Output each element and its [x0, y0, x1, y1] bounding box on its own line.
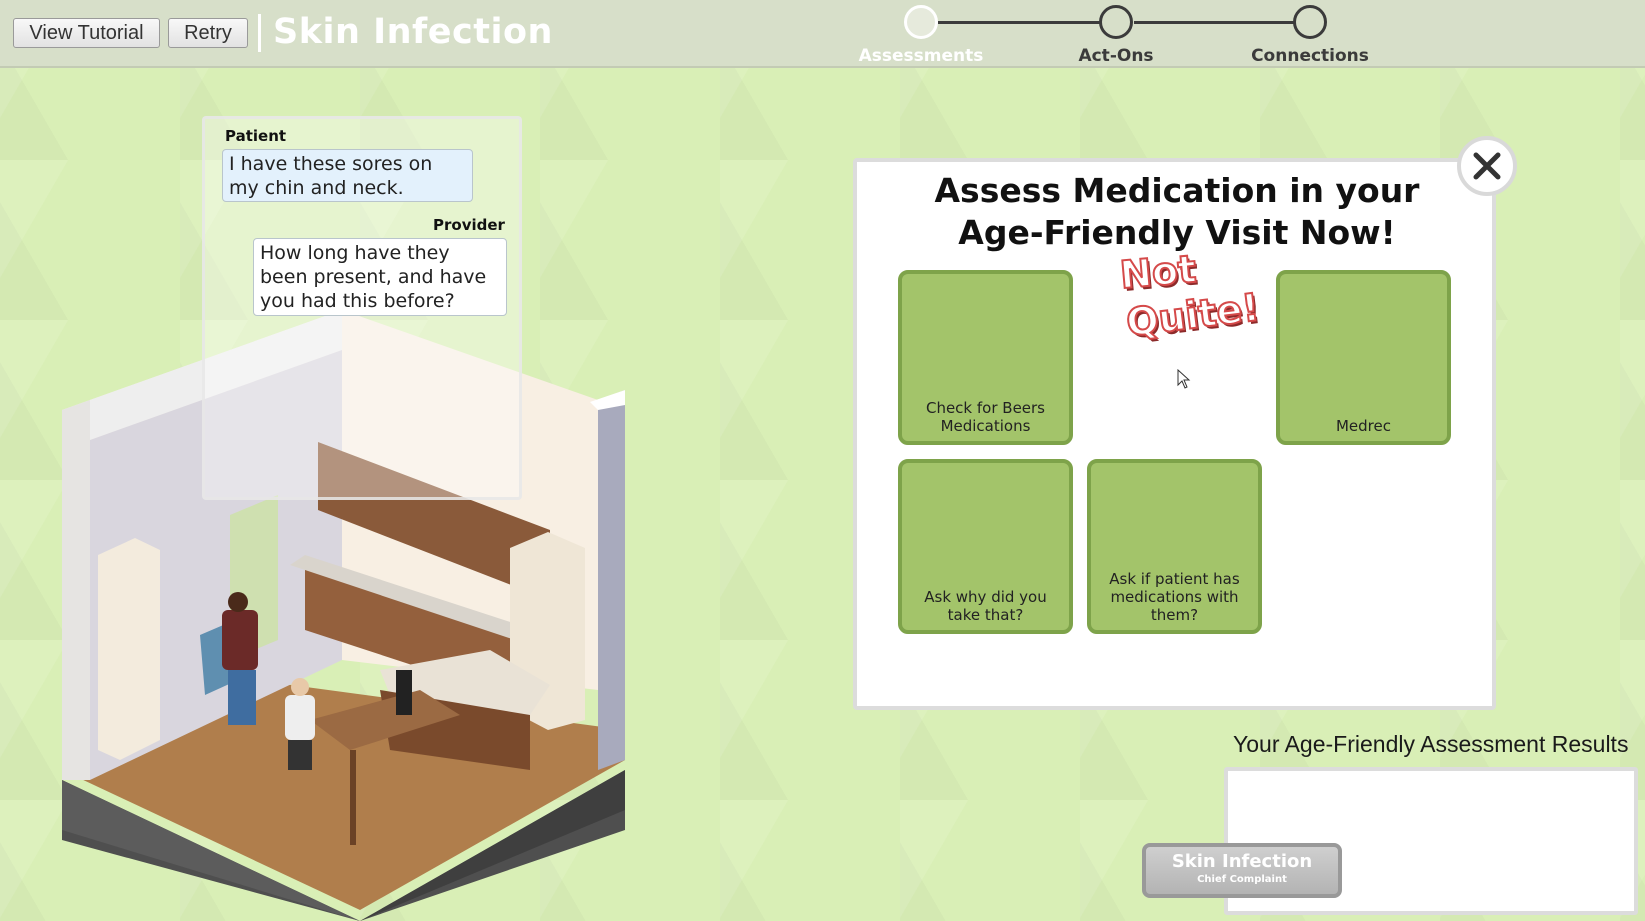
card-ask-why-take-that[interactable]: Ask why did you take that?	[898, 459, 1073, 634]
feedback-not: Not	[1117, 246, 1199, 298]
top-bar: View Tutorial Retry Skin Infection Asses…	[0, 0, 1645, 68]
mouse-cursor-icon	[1177, 369, 1191, 389]
step-act-ons-label: Act-Ons	[1078, 46, 1154, 66]
chief-complaint-sublabel: Chief Complaint	[1197, 874, 1287, 885]
card-ask-medications-with-them[interactable]: Ask if patient has medications with them…	[1087, 459, 1262, 634]
retry-button[interactable]: Retry	[168, 18, 248, 48]
card-check-beers-medications[interactable]: Check for Beers Medications	[898, 270, 1073, 445]
step-assessments-circle[interactable]	[904, 5, 938, 39]
provider-speaker-label: Provider	[433, 216, 505, 234]
title-divider	[258, 14, 261, 52]
results-label: Your Age-Friendly Assessment Results	[1233, 731, 1629, 757]
close-icon	[1473, 152, 1501, 180]
step-connections-circle[interactable]	[1293, 5, 1327, 39]
view-tutorial-button[interactable]: View Tutorial	[13, 18, 160, 48]
dialogue-panel[interactable]: Patient I have these sores on my chin an…	[202, 116, 522, 500]
close-modal-button[interactable]	[1457, 136, 1517, 196]
case-title: Skin Infection	[273, 12, 553, 52]
step-connections-label: Connections	[1251, 46, 1369, 66]
exam-room-scene	[62, 310, 625, 921]
chief-complaint-name: Skin Infection	[1171, 851, 1313, 872]
step-assessments-label: Assessments	[858, 46, 984, 66]
patient-speech-bubble: I have these sores on my chin and neck.	[222, 149, 473, 202]
step-act-ons-circle[interactable]	[1099, 5, 1133, 39]
provider-speech-bubble: How long have they been present, and hav…	[253, 238, 507, 316]
modal-title: Assess Medication in your Age-Friendly V…	[934, 171, 1420, 252]
progress-connector	[1134, 21, 1296, 24]
progress-connector	[938, 21, 1102, 24]
card-medrec[interactable]: Medrec	[1276, 270, 1451, 445]
chief-complaint-button[interactable]: Skin Infection Chief Complaint	[1142, 843, 1342, 898]
patient-speaker-label: Patient	[225, 127, 287, 145]
